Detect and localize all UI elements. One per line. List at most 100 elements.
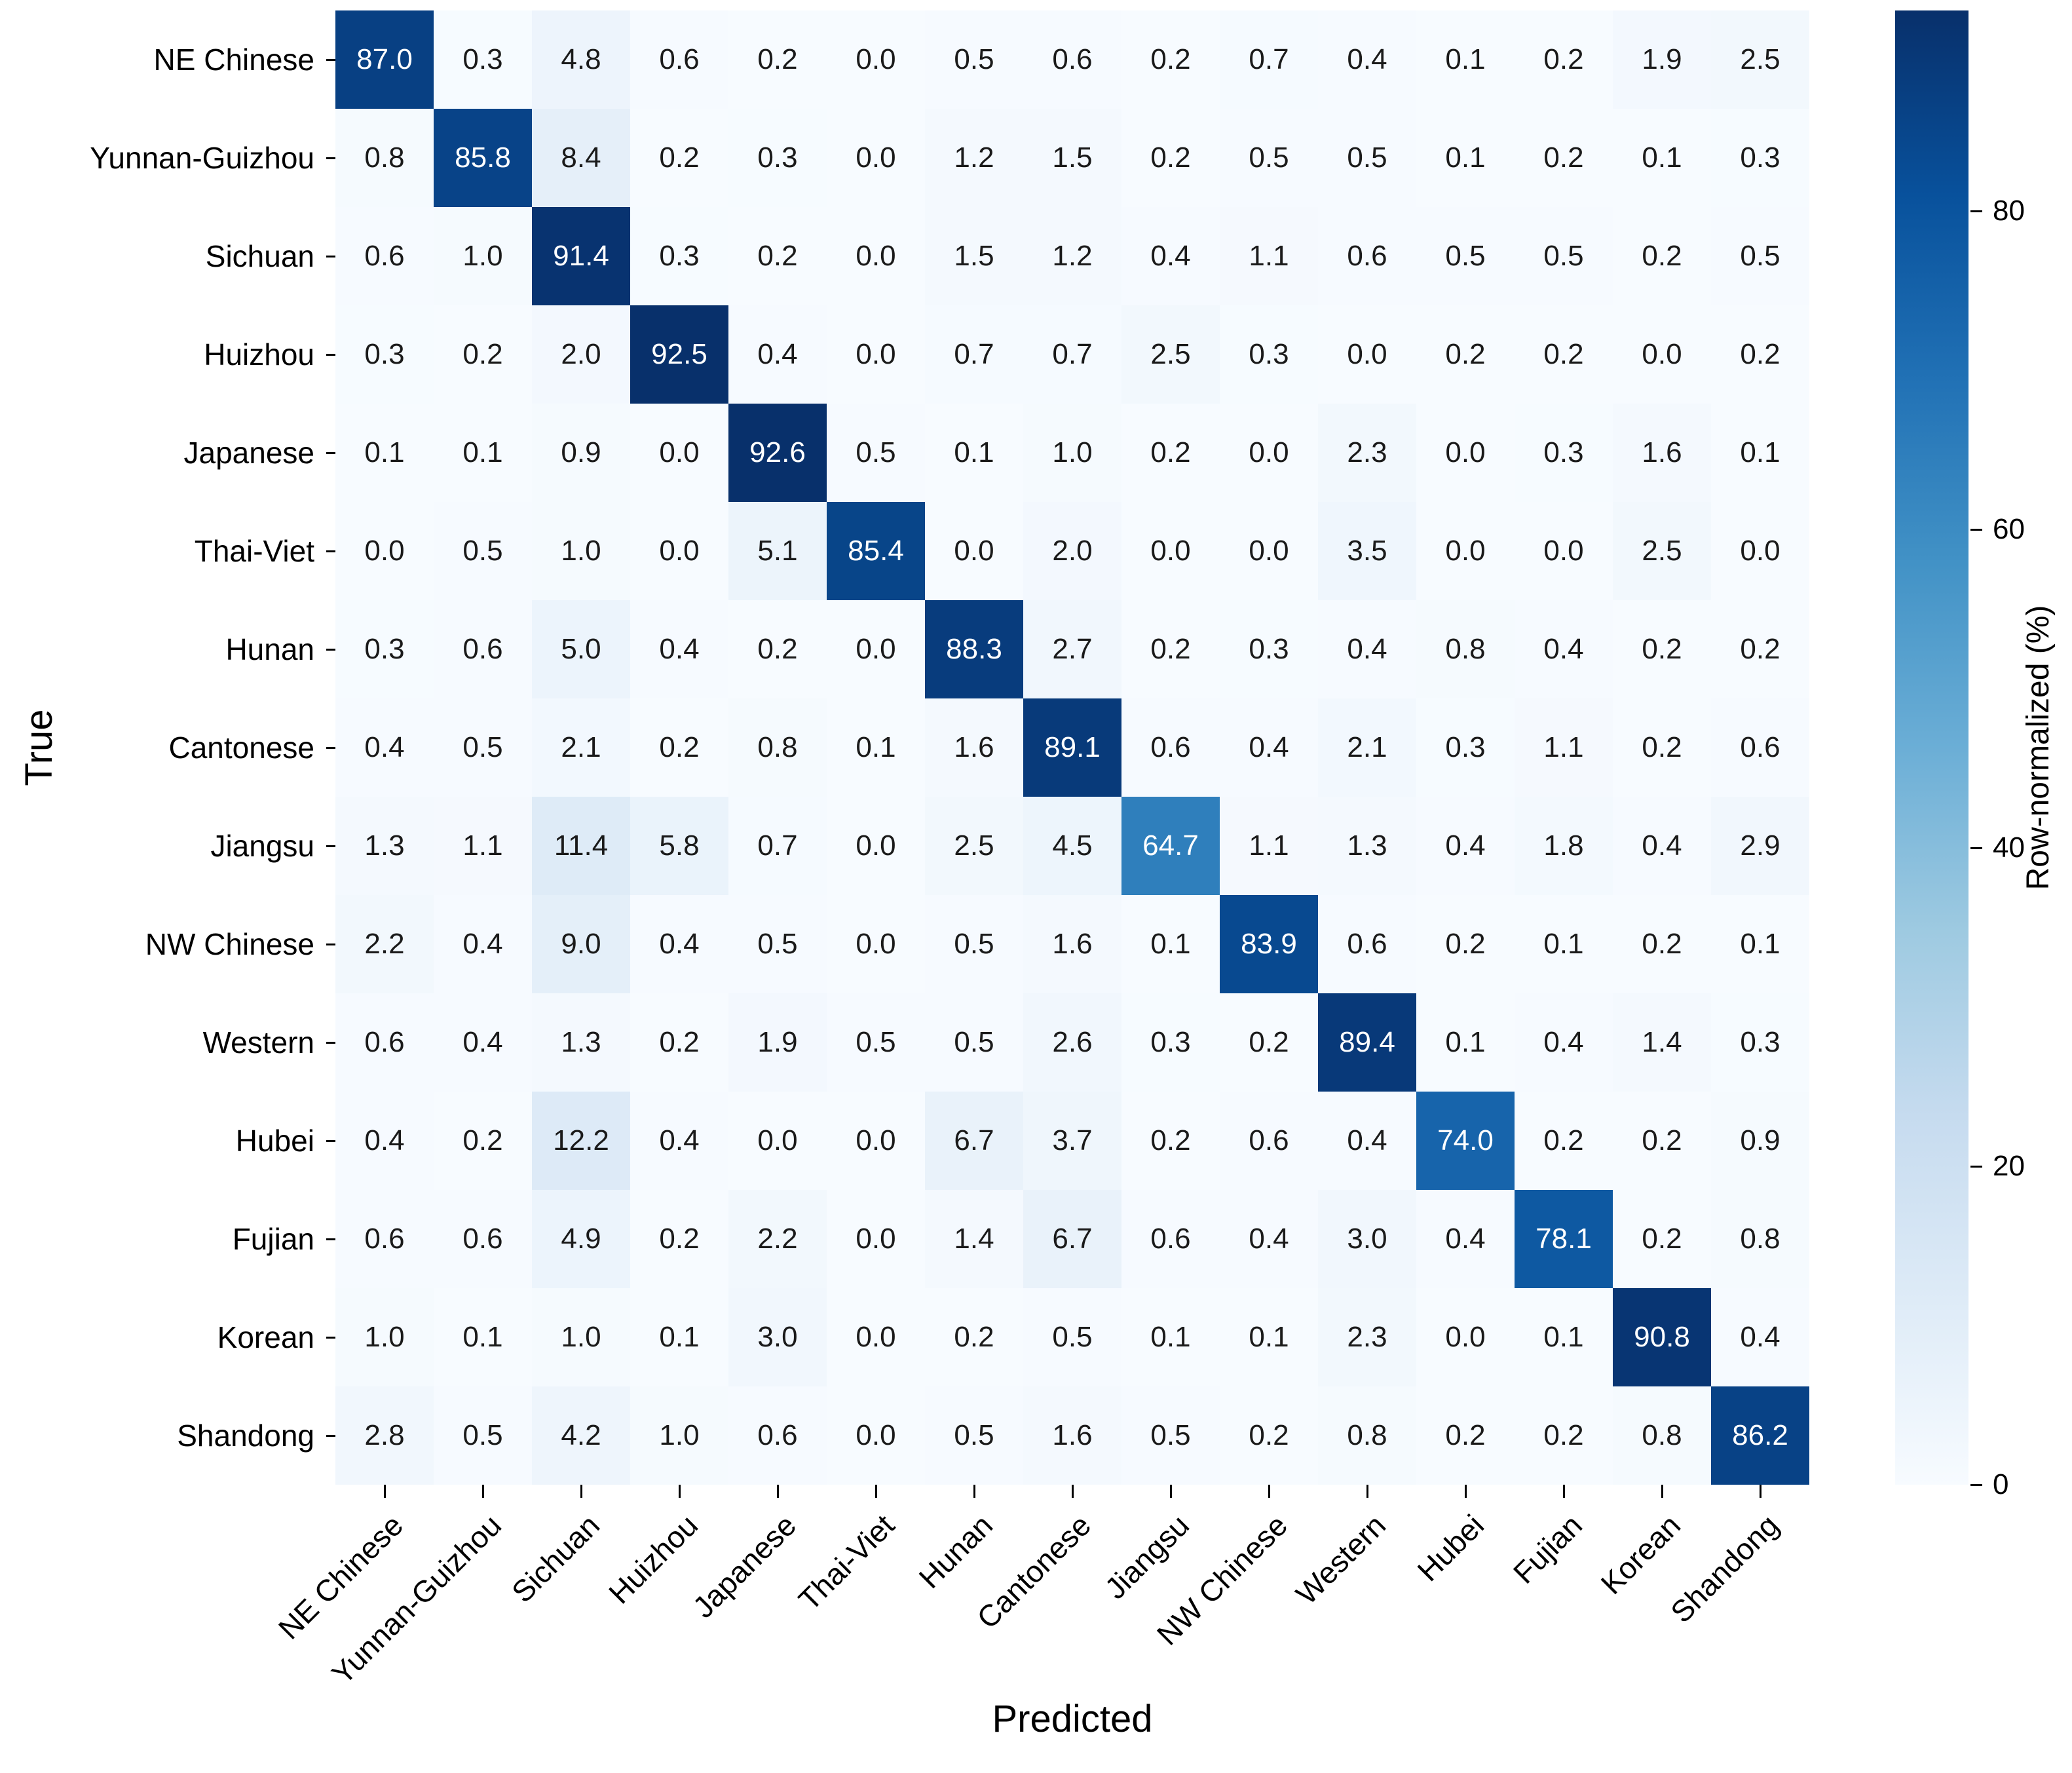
heatmap-cell: 0.4 bbox=[434, 993, 532, 1092]
heatmap-cell: 0.3 bbox=[1515, 404, 1613, 502]
heatmap-cell: 0.4 bbox=[335, 1092, 434, 1190]
heatmap-cell: 8.4 bbox=[532, 109, 630, 207]
heatmap-cell: 0.2 bbox=[1220, 1386, 1318, 1485]
heatmap-cell: 1.9 bbox=[728, 993, 827, 1092]
heatmap-cell: 0.2 bbox=[1121, 10, 1220, 109]
row-label: Shandong bbox=[177, 1419, 314, 1453]
heatmap-cell: 0.4 bbox=[434, 895, 532, 993]
x-tick-mark bbox=[1562, 1485, 1565, 1498]
heatmap-cell: 1.0 bbox=[434, 207, 532, 305]
row-label: Yunnan-Guizhou bbox=[90, 141, 314, 175]
x-tick-mark bbox=[1169, 1485, 1172, 1498]
row-label: Japanese bbox=[183, 436, 315, 470]
heatmap-cell: 0.3 bbox=[1220, 305, 1318, 404]
heatmap-cell: 92.6 bbox=[728, 404, 827, 502]
heatmap-cell: 4.5 bbox=[1023, 797, 1121, 895]
heatmap-cell: 0.5 bbox=[925, 895, 1023, 993]
heatmap-cell: 0.5 bbox=[1416, 207, 1515, 305]
heatmap-cell: 3.7 bbox=[1023, 1092, 1121, 1190]
heatmap-cell: 0.1 bbox=[630, 1288, 728, 1386]
heatmap-cell: 12.2 bbox=[532, 1092, 630, 1190]
heatmap-cell: 1.3 bbox=[532, 993, 630, 1092]
heatmap-cell: 0.0 bbox=[1416, 502, 1515, 600]
heatmap-cell: 0.2 bbox=[1515, 10, 1613, 109]
heatmap-cell: 0.1 bbox=[1121, 1288, 1220, 1386]
heatmap-cell: 0.2 bbox=[630, 1190, 728, 1288]
heatmap-cell: 0.6 bbox=[1121, 1190, 1220, 1288]
heatmap-cell: 0.0 bbox=[1318, 305, 1416, 404]
heatmap-cell: 0.2 bbox=[1613, 600, 1711, 698]
x-tick-mark bbox=[481, 1485, 484, 1498]
colorbar-tick-mark bbox=[1970, 1483, 1982, 1486]
heatmap-cell: 0.6 bbox=[1220, 1092, 1318, 1190]
heatmap-cell: 0.8 bbox=[1318, 1386, 1416, 1485]
heatmap-cell: 0.4 bbox=[1416, 1190, 1515, 1288]
heatmap-cell: 0.1 bbox=[1515, 1288, 1613, 1386]
heatmap-cell: 2.2 bbox=[728, 1190, 827, 1288]
heatmap-cell: 1.0 bbox=[532, 1288, 630, 1386]
heatmap-cell: 5.1 bbox=[728, 502, 827, 600]
heatmap-cell: 92.5 bbox=[630, 305, 728, 404]
heatmap-cell: 0.5 bbox=[1121, 1386, 1220, 1485]
row-label: NE Chinese bbox=[153, 43, 314, 77]
heatmap-cell: 0.8 bbox=[335, 109, 434, 207]
heatmap-cell: 78.1 bbox=[1515, 1190, 1613, 1288]
colorbar-tick-mark bbox=[1970, 1165, 1982, 1168]
heatmap-cell: 0.1 bbox=[1711, 404, 1809, 502]
x-axis-title: Predicted bbox=[992, 1698, 1153, 1740]
heatmap-cell: 83.9 bbox=[1220, 895, 1318, 993]
heatmap-cell: 3.0 bbox=[728, 1288, 827, 1386]
colorbar-tick-label: 40 bbox=[1993, 831, 2025, 864]
heatmap-cell: 0.1 bbox=[1121, 895, 1220, 993]
heatmap-cell: 0.2 bbox=[1613, 207, 1711, 305]
heatmap-cell: 2.8 bbox=[335, 1386, 434, 1485]
heatmap-cell: 0.5 bbox=[434, 698, 532, 797]
heatmap-cell: 1.4 bbox=[1613, 993, 1711, 1092]
heatmap-cell: 3.5 bbox=[1318, 502, 1416, 600]
heatmap-cell: 0.0 bbox=[630, 502, 728, 600]
y-tick-mark bbox=[326, 451, 335, 454]
heatmap-cell: 2.3 bbox=[1318, 404, 1416, 502]
heatmap-cell: 0.5 bbox=[434, 1386, 532, 1485]
heatmap-cell: 0.0 bbox=[827, 207, 925, 305]
heatmap-cell: 89.4 bbox=[1318, 993, 1416, 1092]
x-tick-mark bbox=[776, 1485, 779, 1498]
heatmap-cell: 0.0 bbox=[925, 502, 1023, 600]
heatmap-cell: 0.1 bbox=[1613, 109, 1711, 207]
heatmap-cell: 0.8 bbox=[1416, 600, 1515, 698]
heatmap-cell: 1.2 bbox=[925, 109, 1023, 207]
y-tick-mark bbox=[326, 1041, 335, 1044]
heatmap-cell: 4.2 bbox=[532, 1386, 630, 1485]
heatmap-cell: 0.1 bbox=[1416, 10, 1515, 109]
heatmap-cell: 0.5 bbox=[728, 895, 827, 993]
heatmap-cell: 2.0 bbox=[532, 305, 630, 404]
heatmap-cell: 0.2 bbox=[1613, 1190, 1711, 1288]
heatmap-cell: 86.2 bbox=[1711, 1386, 1809, 1485]
heatmap-cell: 9.0 bbox=[532, 895, 630, 993]
heatmap-cell: 0.4 bbox=[1613, 797, 1711, 895]
heatmap-cell: 0.4 bbox=[1711, 1288, 1809, 1386]
heatmap-cell: 0.2 bbox=[434, 305, 532, 404]
y-tick-mark bbox=[326, 746, 335, 749]
row-label: NW Chinese bbox=[145, 927, 314, 961]
heatmap-cell: 1.1 bbox=[1220, 797, 1318, 895]
heatmap-cell: 0.6 bbox=[335, 993, 434, 1092]
y-tick-mark bbox=[326, 1238, 335, 1240]
heatmap-cell: 0.6 bbox=[728, 1386, 827, 1485]
heatmap-cell: 0.0 bbox=[1515, 502, 1613, 600]
heatmap-cell: 0.5 bbox=[827, 404, 925, 502]
heatmap-cell: 0.6 bbox=[1121, 698, 1220, 797]
row-label: Sichuan bbox=[205, 239, 314, 273]
heatmap-cell: 89.1 bbox=[1023, 698, 1121, 797]
heatmap-cell: 0.0 bbox=[827, 10, 925, 109]
heatmap-cell: 0.2 bbox=[1711, 305, 1809, 404]
heatmap-cell: 0.0 bbox=[827, 305, 925, 404]
heatmap-cell: 0.5 bbox=[925, 993, 1023, 1092]
heatmap-cell: 0.5 bbox=[1318, 109, 1416, 207]
heatmap-cell: 0.5 bbox=[827, 993, 925, 1092]
y-tick-mark bbox=[326, 255, 335, 257]
heatmap-cell: 0.2 bbox=[1220, 993, 1318, 1092]
heatmap-cell: 0.2 bbox=[630, 698, 728, 797]
heatmap-cell: 0.0 bbox=[827, 1386, 925, 1485]
row-label: Jiangsu bbox=[210, 829, 314, 863]
